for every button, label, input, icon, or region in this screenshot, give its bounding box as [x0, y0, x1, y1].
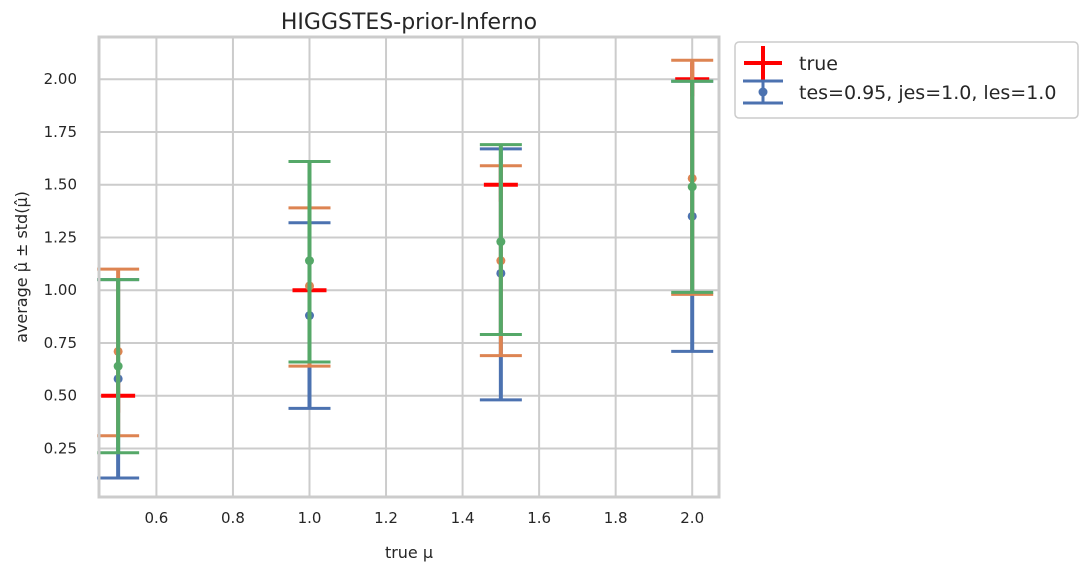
y-tick-labels: 0.25 0.50 0.75 1.00 1.25 1.50 1.75 2.00	[44, 70, 77, 457]
x-tick-label: 1.0	[298, 509, 322, 527]
y-tick-label: 1.75	[44, 123, 77, 141]
y-tick-label: 1.50	[44, 176, 77, 194]
error-bar	[97, 278, 140, 455]
legend: true tes=0.95, jes=1.0, les=1.0	[734, 41, 1079, 119]
mean-point	[687, 182, 697, 192]
mean-point	[304, 256, 314, 266]
error-bar	[288, 159, 331, 364]
error-bar	[671, 79, 714, 294]
plot-frame	[97, 35, 721, 499]
error-bar	[479, 143, 522, 337]
legend-true-marker	[744, 46, 782, 80]
legend-box	[734, 41, 1079, 119]
legend-series-label: tes=0.95, jes=1.0, les=1.0	[799, 82, 1056, 104]
x-tick-label: 1.2	[374, 509, 398, 527]
x-tick-label: 0.6	[144, 509, 168, 527]
x-tick-label: 1.4	[451, 509, 475, 527]
mean-point	[496, 237, 506, 247]
data-marks	[97, 58, 714, 480]
x-axis-label: true μ	[385, 543, 433, 562]
x-tick-label: 2.0	[680, 509, 704, 527]
grid	[99, 37, 719, 497]
chart-title: HIGGSTES-prior-Inferno	[281, 10, 537, 35]
y-tick-label: 1.25	[44, 228, 77, 246]
x-tick-label: 1.6	[527, 509, 551, 527]
mean-point	[113, 361, 123, 371]
y-tick-label: 1.00	[44, 281, 77, 299]
x-tick-label: 0.8	[221, 509, 245, 527]
legend-series-marker	[743, 79, 783, 105]
y-tick-label: 0.25	[44, 439, 77, 457]
legend-series-point	[758, 87, 768, 97]
x-tick-labels: 0.6 0.8 1.0 1.2 1.4 1.6 1.8 2.0	[144, 509, 704, 527]
y-tick-label: 0.75	[44, 334, 77, 352]
y-axis-label: average μ̂ ± std(μ̂)	[12, 191, 31, 343]
x-tick-label: 1.8	[604, 509, 628, 527]
y-tick-label: 2.00	[44, 70, 77, 88]
y-tick-label: 0.50	[44, 387, 77, 405]
legend-true-label: true	[799, 53, 838, 75]
